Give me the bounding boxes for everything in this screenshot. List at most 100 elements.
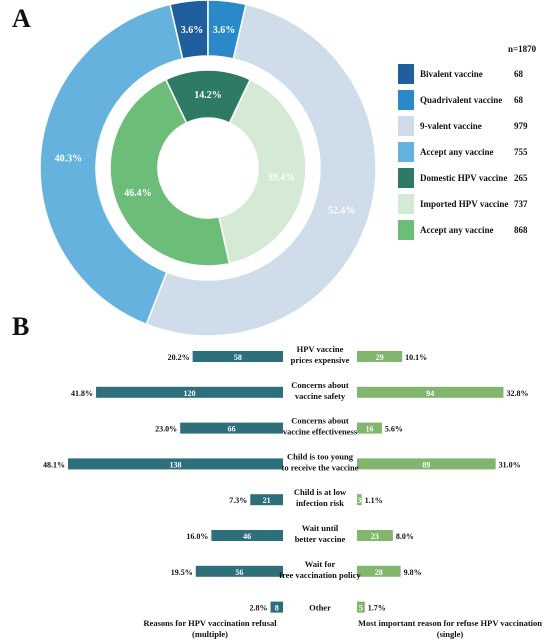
left-bar-value: 138 <box>170 460 182 469</box>
legend-item-imported-hpv-vaccine: Imported HPV vaccine 737 <box>398 194 548 214</box>
right-bar-percent: 1.1% <box>365 496 383 505</box>
left-bar-value: 58 <box>234 353 242 362</box>
legend-count: 755 <box>514 147 528 157</box>
legend-item-domestic-hpv-vaccine: Domestic HPV vaccine 265 <box>398 168 548 188</box>
left-bar-value: 46 <box>243 532 251 541</box>
left-bar-value: 56 <box>235 568 243 577</box>
category-label-child-is-too-young-to-receive-the-vaccine: Child is too young <box>287 451 354 461</box>
right-bar-value: 28 <box>375 568 383 577</box>
left-bar-percent: 41.8% <box>71 389 93 398</box>
legend-count: 68 <box>514 69 523 79</box>
right-bar-value: 16 <box>365 425 373 434</box>
legend-swatch <box>398 116 414 136</box>
left-bar-percent: 19.5% <box>171 568 193 577</box>
right-bar-hpv-vaccine-prices-expensive <box>357 351 403 362</box>
legend-label: Accept any vaccine <box>420 225 494 235</box>
legend-label: Domestic HPV vaccine <box>420 173 508 183</box>
category-label-wait-for-free-vaccination-policy: free vaccination policy <box>279 570 361 580</box>
legend-title: n=1870 <box>508 44 537 54</box>
legend-item-quadrivalent-vaccine: Quadrivalent vaccine 68 <box>398 90 548 110</box>
outer-slice-label-accept-any-vaccine: 40.3% <box>55 154 83 165</box>
left-bar-percent: 20.2% <box>168 353 190 362</box>
right-bar-value: 94 <box>426 389 434 398</box>
left-bar-value: 21 <box>263 496 271 505</box>
right-series-caption: Most important reason for refuse HPV vac… <box>358 618 542 639</box>
right-bar-child-is-at-low-infection-risk <box>357 494 362 506</box>
left-bar-concerns-about-vaccine-safety <box>96 386 283 398</box>
right-bar-value: 29 <box>376 353 384 362</box>
left-bar-value: 66 <box>228 425 236 434</box>
right-bar-percent: 1.7% <box>368 604 386 613</box>
left-bar-percent: 23.0% <box>155 425 177 434</box>
right-bar-child-is-too-young-to-receive-the-vaccine <box>357 458 496 470</box>
inner-slice-accept-any-vaccine <box>109 78 231 267</box>
right-bar-percent: 5.6% <box>385 425 403 434</box>
category-label-hpv-vaccine-prices-expensive: prices expensive <box>291 355 350 365</box>
left-bar-wait-for-free-vaccination-policy <box>195 565 283 577</box>
legend-label: Quadrivalent vaccine <box>420 95 503 105</box>
category-label-concerns-about-vaccine-effectiveness: Concerns about <box>291 416 349 426</box>
legend-item-bivalent-vaccine: Bivalent vaccine 68 <box>398 64 548 84</box>
legend-swatch <box>398 194 414 214</box>
inner-slice-label-imported-hpv-vaccine: 39.4% <box>268 172 296 183</box>
left-series-caption: Reasons for HPV vaccination refusal (mult… <box>143 618 277 639</box>
left-bar-value: 8 <box>275 604 279 613</box>
left-bar-percent: 48.1% <box>43 460 65 469</box>
category-label-wait-for-free-vaccination-policy: Wait for <box>305 559 336 569</box>
right-bar-percent: 9.8% <box>404 568 422 577</box>
left-bar-percent: 2.8% <box>250 604 268 613</box>
legend-count: 868 <box>514 225 528 235</box>
right-bar-other <box>357 601 365 613</box>
legend-count: 737 <box>514 199 528 209</box>
right-bar-value: 3 <box>357 496 361 505</box>
right-bar-percent: 8.0% <box>396 532 414 541</box>
legend-count: 68 <box>514 95 523 105</box>
legend-item-accept-any-vaccine: Accept any vaccine 868 <box>398 220 548 240</box>
left-bar-wait-until-better-vaccine <box>211 530 283 541</box>
outer-slice-label-9-valent-vaccine: 52.4% <box>328 206 356 217</box>
category-label-other: Other <box>309 603 331 613</box>
right-bar-value: 89 <box>422 460 430 469</box>
panel-a-label: A <box>12 4 31 33</box>
legend-item-accept-any-vaccine: Accept any vaccine 755 <box>398 142 548 162</box>
left-bar-child-is-at-low-infection-risk <box>250 494 283 506</box>
left-bar-child-is-too-young-to-receive-the-vaccine <box>68 458 283 470</box>
outer-slice-label-quadrivalent-vaccine: 3.6% <box>213 25 236 36</box>
right-bar-percent: 32.8% <box>506 389 528 398</box>
right-bar-wait-until-better-vaccine <box>357 530 393 541</box>
left-bar-percent: 7.3% <box>229 496 247 505</box>
legend-label: Bivalent vaccine <box>420 69 483 79</box>
category-label-concerns-about-vaccine-effectiveness: vaccine effectiveness <box>283 427 358 437</box>
left-bar-percent: 16.0% <box>186 532 208 541</box>
legend-swatch <box>398 142 414 162</box>
legend-label: Accept any vaccine <box>420 147 494 157</box>
right-bar-concerns-about-vaccine-effectiveness <box>357 422 382 434</box>
legend-count: 979 <box>514 121 528 131</box>
left-bar-value: 120 <box>184 389 196 398</box>
right-bar-concerns-about-vaccine-safety <box>357 386 504 398</box>
outer-slice-accept-any-vaccine <box>39 3 184 326</box>
right-bar-wait-for-free-vaccination-policy <box>357 565 401 577</box>
left-bar-concerns-about-vaccine-effectiveness <box>180 422 283 434</box>
legend-swatch <box>398 90 414 110</box>
category-label-child-is-too-young-to-receive-the-vaccine: to receive the vaccine <box>281 462 358 472</box>
category-label-concerns-about-vaccine-safety: Concerns about <box>291 380 349 390</box>
inner-slice-label-domestic-hpv-vaccine: 14.2% <box>194 90 222 101</box>
category-label-hpv-vaccine-prices-expensive: HPV vaccine <box>297 344 344 354</box>
category-label-wait-until-better-vaccine: better vaccine <box>295 534 346 544</box>
right-bar-value: 5 <box>359 604 363 613</box>
outer-slice-9-valent-vaccine <box>145 3 377 337</box>
legend-label: Imported HPV vaccine <box>420 199 509 209</box>
category-label-child-is-at-low-infection-risk: infection risk <box>296 498 344 508</box>
right-bar-value: 23 <box>371 532 379 541</box>
category-label-child-is-at-low-infection-risk: Child is at low <box>294 487 347 497</box>
category-label-wait-until-better-vaccine: Wait until <box>302 523 339 533</box>
panel-b-label: B <box>12 312 30 341</box>
right-bar-percent: 10.1% <box>405 353 427 362</box>
right-bar-percent: 31.0% <box>499 460 521 469</box>
category-label-concerns-about-vaccine-safety: vaccine safety <box>295 391 346 401</box>
inner-slice-imported-hpv-vaccine <box>218 78 307 265</box>
left-bar-other <box>270 601 283 613</box>
inner-slice-label-accept-any-vaccine: 46.4% <box>124 188 152 199</box>
